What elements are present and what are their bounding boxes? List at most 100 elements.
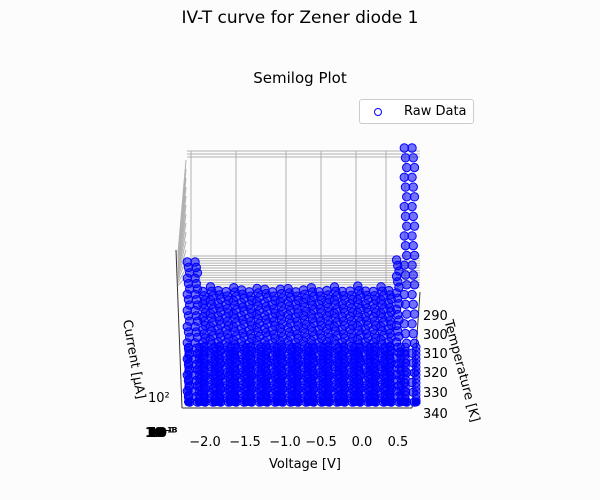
data-point (409, 280, 420, 290)
data-point (323, 397, 333, 407)
data-point (350, 397, 359, 407)
grid-line-side (177, 240, 187, 276)
data-point (246, 397, 255, 407)
data-point (195, 394, 204, 404)
data-point (402, 221, 412, 231)
data-point (339, 397, 348, 407)
data-point (400, 153, 411, 163)
data-point (408, 328, 418, 339)
data-point (408, 240, 418, 251)
data-point (400, 270, 411, 280)
data-point (292, 394, 302, 404)
x-tick-label: −2.0 (189, 435, 221, 450)
y-tick-label: 320 (423, 366, 448, 381)
data-point (407, 231, 417, 241)
data-point (210, 394, 219, 404)
data-point (399, 231, 409, 241)
x-tick-label: −0.5 (305, 435, 337, 450)
data-point (409, 309, 420, 319)
x-tick-label: −1.0 (269, 435, 301, 450)
data-point (370, 397, 379, 407)
data-point (399, 172, 409, 183)
data-point (408, 299, 418, 310)
data-point (401, 397, 410, 407)
grid (177, 150, 420, 288)
data-point (354, 397, 364, 407)
grid-line-side (177, 231, 187, 274)
data-point (354, 394, 364, 404)
data-point (210, 397, 219, 407)
data-point (199, 394, 209, 404)
grid-line-side (177, 213, 187, 269)
data-point (215, 397, 224, 407)
y-tick-label: 340 (423, 407, 448, 422)
grid-line-side (177, 204, 187, 266)
data-point (241, 394, 250, 404)
x-tick-label: 0.5 (388, 435, 409, 450)
z-tick-label-overlap: 10¹ (149, 426, 173, 441)
data-point (399, 143, 409, 153)
data-point (184, 397, 193, 407)
figure-title: IV-T curve for Zener diode 1 (181, 8, 419, 28)
data-point (399, 201, 409, 212)
data-point (365, 397, 374, 407)
data-point (319, 394, 328, 404)
data-point (407, 143, 417, 153)
data-point (407, 201, 417, 212)
data-point (272, 397, 281, 407)
grid-line-side (177, 249, 187, 279)
data-point (230, 394, 240, 404)
grid-line-side (177, 222, 187, 271)
data-point (399, 260, 409, 270)
legend-marker-raw-data (374, 108, 382, 116)
data-point (399, 289, 409, 300)
data-point (407, 172, 417, 183)
data-point (303, 397, 312, 407)
data-point (400, 211, 411, 222)
y-tick-label: 300 (423, 328, 448, 343)
data-point (226, 394, 235, 404)
data-point (215, 394, 224, 404)
data-point (272, 394, 281, 404)
data-point (412, 397, 421, 407)
data-point (396, 394, 405, 404)
z-axis-line (175, 249, 183, 409)
data-point (334, 397, 343, 407)
data-point (407, 319, 417, 329)
data-point (350, 394, 359, 404)
data-point (408, 153, 418, 163)
x-tick-label: 0.0 (352, 435, 373, 450)
data-point (195, 397, 204, 407)
data-point (334, 394, 343, 404)
data-point (408, 211, 418, 222)
data-point (408, 270, 418, 280)
data-point (288, 397, 297, 407)
data-point (257, 394, 266, 404)
data-point (396, 397, 405, 407)
data-point (399, 319, 409, 329)
data-point (319, 397, 328, 407)
data-point (402, 192, 412, 202)
data-point (277, 397, 286, 407)
data-point (409, 250, 420, 261)
data-point (402, 309, 412, 319)
data-point (385, 397, 395, 407)
data-point (409, 162, 420, 173)
data-point (257, 397, 266, 407)
data-point (412, 394, 421, 404)
data-point (402, 280, 412, 290)
data-point (230, 397, 240, 407)
chart-title: Semilog Plot (253, 69, 347, 87)
z-tick-label-overlap: 10⁻¹ (145, 426, 176, 441)
data-point (308, 397, 317, 407)
data-point (261, 397, 271, 407)
data-point (365, 394, 374, 404)
data-point (407, 348, 417, 358)
z-axis-label: Current [μA] (119, 319, 148, 401)
data-point (288, 394, 297, 404)
y-tick-label: 310 (423, 347, 448, 362)
data-point (408, 182, 418, 192)
data-point (402, 250, 412, 261)
data-point (402, 162, 412, 173)
